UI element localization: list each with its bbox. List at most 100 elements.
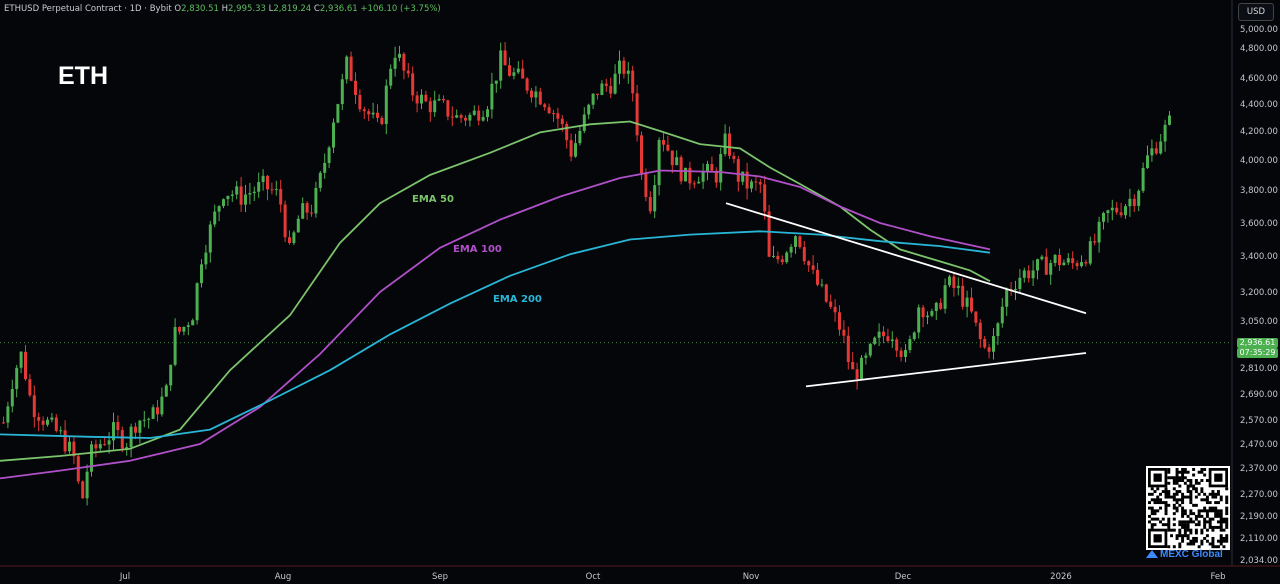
candle-down	[648, 197, 652, 212]
symbol-name: ETHUSD Perpetual Contract · 1D · Bybit	[4, 4, 172, 14]
candle-down	[631, 70, 635, 94]
chart-title: ETH	[58, 62, 108, 90]
candle-up	[499, 50, 503, 81]
candle-up	[1080, 262, 1083, 267]
candle-up	[965, 297, 969, 307]
low-label: L	[268, 4, 274, 14]
y-tick-label: 2,110.00	[1240, 534, 1278, 544]
candle-down	[1058, 254, 1061, 266]
candle-up	[15, 367, 19, 390]
candle-down	[547, 107, 551, 114]
candle-down	[415, 95, 419, 104]
y-tick-label: 3,050.00	[1240, 317, 1278, 327]
candle-up	[1110, 207, 1114, 211]
x-tick-label: Feb	[1210, 572, 1225, 582]
y-tick-label: 2,690.00	[1240, 390, 1278, 400]
candle-down	[732, 155, 736, 160]
candle-up	[1036, 259, 1039, 271]
candle-up	[1106, 210, 1110, 214]
symbol-header: ETHUSD Perpetual Contract · 1D · Bybit O…	[4, 4, 441, 14]
candle-up	[578, 130, 582, 144]
candle-down	[670, 150, 674, 166]
candle-down	[63, 430, 67, 452]
candle-down	[798, 236, 802, 248]
candle-down	[28, 379, 32, 396]
candle-up	[1159, 141, 1163, 154]
candle-down	[692, 183, 696, 185]
candle-down	[952, 276, 956, 288]
close-value: 2,936.61	[319, 4, 358, 14]
candle-down	[538, 91, 542, 105]
candle-down	[1132, 198, 1136, 206]
candle-up	[684, 167, 687, 182]
candle-down	[508, 65, 511, 76]
y-tick-label: 2,270.00	[1240, 490, 1278, 500]
candle-up	[68, 441, 71, 452]
x-tick-label: Nov	[743, 572, 760, 582]
candle-up	[992, 336, 995, 352]
candle-up	[582, 114, 586, 131]
candle-down	[81, 481, 85, 499]
candle-up	[345, 56, 349, 80]
candle-down	[745, 171, 749, 189]
candle-down	[899, 350, 903, 357]
candle-up	[1124, 206, 1127, 216]
candle-down	[310, 212, 313, 214]
candle-up	[318, 172, 322, 188]
candle-down	[354, 80, 357, 95]
candle-up	[336, 104, 340, 123]
candle-down	[569, 140, 573, 157]
candle-up	[1128, 198, 1132, 207]
candle-down	[358, 94, 362, 110]
candle-up	[490, 83, 494, 110]
candle-down	[829, 301, 833, 307]
candle-up	[398, 53, 401, 58]
candle-down	[987, 347, 991, 352]
candle-up	[107, 440, 111, 445]
candle-down	[446, 100, 450, 117]
last-price-tag: 2,936.61	[1237, 338, 1278, 348]
candle-down	[1075, 263, 1079, 267]
candle-up	[877, 331, 881, 338]
candle-up	[327, 147, 331, 163]
candle-up	[868, 343, 872, 356]
candle-up	[208, 224, 212, 253]
candle-up	[600, 83, 604, 95]
high-value: 2,995.33	[228, 4, 266, 14]
candle-down	[811, 265, 815, 270]
candle-down	[596, 93, 599, 95]
candle-down	[776, 255, 780, 260]
candle-up	[794, 236, 797, 247]
open-value: 2,830.51	[181, 4, 219, 14]
currency-button[interactable]: USD	[1238, 3, 1274, 21]
candle-up	[217, 206, 221, 212]
candle-down	[503, 50, 507, 66]
candle-down	[239, 186, 243, 205]
candle-up	[6, 406, 10, 423]
x-tick-label: Oct	[586, 572, 601, 582]
y-tick-label: 4,000.00	[1240, 156, 1278, 166]
candle-up	[653, 185, 657, 212]
candle-down	[380, 117, 384, 124]
x-tick-label: Aug	[275, 572, 292, 582]
candle-up	[912, 332, 916, 340]
candle-down	[411, 73, 415, 96]
candle-up	[296, 218, 300, 233]
candle-up	[917, 307, 921, 333]
candle-down	[666, 144, 670, 151]
candle-up	[1146, 155, 1149, 169]
candle-down	[754, 181, 758, 183]
trendline-1	[725, 202, 1087, 315]
candle-up	[864, 355, 868, 358]
candle-up	[1102, 213, 1105, 222]
y-tick-label: 2,810.00	[1240, 364, 1278, 374]
candle-up	[1014, 288, 1017, 290]
candle-down	[970, 297, 973, 312]
candle-down	[266, 175, 269, 190]
candle-down	[424, 94, 428, 102]
candle-down	[543, 104, 547, 108]
candle-down	[714, 170, 718, 183]
y-tick-label: 2,470.00	[1240, 440, 1278, 450]
